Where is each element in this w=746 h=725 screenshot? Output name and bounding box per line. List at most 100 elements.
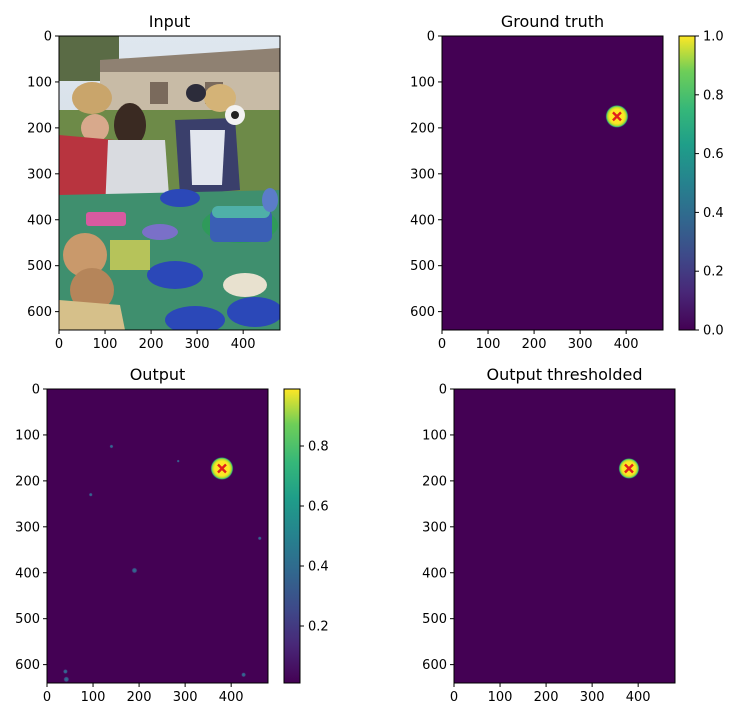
x-tick-label: 400	[626, 690, 651, 705]
heat-spot	[176, 459, 180, 463]
output-colorbar-ticks: 0.2 0.4 0.6 0.8	[300, 440, 329, 635]
panel-output-thresholded-yticks: 0 100 200 300 400 500 600	[422, 383, 454, 673]
x-tick-label: 200	[139, 337, 164, 352]
colorbar-tick-label: 0.4	[308, 560, 329, 575]
colorbar-tick-label: 1.0	[703, 30, 724, 45]
x-tick-label: 200	[127, 690, 152, 705]
x-tick-label: 300	[173, 690, 198, 705]
output-thresholded-heatmap	[454, 389, 675, 683]
x-tick-label: 200	[534, 690, 559, 705]
colorbar-tick-label: 0.8	[308, 440, 329, 455]
colorbar-tick-label: 0.0	[703, 324, 724, 339]
panel-output-frame	[46, 388, 269, 684]
x-tick-label: 100	[81, 690, 106, 705]
x-tick-label: 400	[231, 337, 256, 352]
output-colorbar: 0.2 0.4 0.6 0.8	[283, 388, 329, 684]
x-tick-label: 300	[185, 337, 210, 352]
panel-input-title: Input	[149, 12, 190, 31]
panel-input: Input	[27, 12, 281, 352]
marker-x	[612, 111, 622, 122]
x-tick-label: 400	[614, 337, 639, 352]
heat-spot	[88, 492, 93, 497]
x-tick-label: 300	[568, 337, 593, 352]
y-tick-label: 0	[439, 383, 447, 398]
y-tick-label: 0	[427, 30, 435, 45]
x-tick-label: 100	[488, 690, 513, 705]
y-tick-label: 500	[27, 259, 52, 274]
panel-ground-truth-xticks: 0 100 200 300 400	[438, 330, 639, 352]
colorbar-tick-label: 0.6	[308, 500, 329, 515]
x-tick-label: 100	[476, 337, 501, 352]
x-tick-label: 200	[522, 337, 547, 352]
y-tick-label: 300	[422, 520, 447, 535]
marker-x	[624, 463, 634, 474]
panel-input-frame	[58, 35, 281, 331]
y-tick-label: 600	[15, 658, 40, 673]
panel-output: Output 0 100 200 300 400 0 100 200 300 400 500 600…	[15, 365, 329, 705]
y-tick-label: 400	[422, 566, 447, 581]
panel-input-yticks: 0 100 200 300 400 500 600	[27, 30, 59, 320]
colorbar-tick-label: 0.4	[703, 206, 724, 221]
panel-output-thresholded: Output thresholded 0 100 200 300 400 0 100 200…	[422, 365, 676, 705]
panel-output-xticks: 0 100 200 300 400	[43, 683, 244, 705]
panel-output-thresholded-frame	[453, 388, 676, 684]
x-tick-label: 0	[438, 337, 446, 352]
panel-ground-truth-title: Ground truth	[501, 12, 604, 31]
panel-input-xticks: 0 100 200 300 400	[55, 330, 256, 352]
y-tick-label: 500	[410, 259, 435, 274]
y-tick-label: 400	[15, 566, 40, 581]
y-tick-label: 200	[27, 121, 52, 136]
heat-spot	[62, 668, 69, 675]
y-tick-label: 0	[44, 30, 52, 45]
y-tick-label: 600	[410, 305, 435, 320]
x-tick-label: 0	[450, 690, 458, 705]
panel-output-thresholded-title: Output thresholded	[486, 365, 642, 384]
y-tick-label: 400	[410, 213, 435, 228]
panel-ground-truth-yticks: 0 100 200 300 400 500 600	[410, 30, 442, 320]
panel-ground-truth-frame	[441, 35, 664, 331]
y-tick-label: 300	[27, 167, 52, 182]
y-tick-label: 100	[15, 428, 40, 443]
panel-ground-truth: Ground truth 0 100 200 300 400 0 100 200 300 400…	[410, 12, 724, 352]
y-tick-label: 200	[410, 121, 435, 136]
y-tick-label: 200	[15, 474, 40, 489]
ground-truth-heatmap	[442, 36, 663, 330]
x-tick-label: 100	[93, 337, 118, 352]
panel-output-yticks: 0 100 200 300 400 500 600	[15, 383, 47, 673]
input-photo	[59, 36, 280, 330]
y-tick-label: 400	[27, 213, 52, 228]
ground-truth-marker	[612, 111, 622, 122]
x-tick-label: 0	[55, 337, 63, 352]
colorbar-tick-label: 0.2	[308, 620, 329, 635]
x-tick-label: 400	[219, 690, 244, 705]
output-marker	[217, 463, 227, 474]
ground-truth-colorbar-ticks: 0.0 0.2 0.4 0.6 0.8 1.0	[695, 30, 724, 339]
x-tick-label: 0	[43, 690, 51, 705]
x-tick-label: 300	[580, 690, 605, 705]
heat-spot	[240, 672, 247, 678]
colorbar-tick-label: 0.2	[703, 265, 724, 280]
y-tick-label: 300	[410, 167, 435, 182]
heat-spot	[109, 444, 114, 449]
heat-spot	[131, 567, 138, 574]
colorbar-tick-label: 0.6	[703, 147, 724, 162]
ground-truth-colorbar: 0.0 0.2 0.4 0.6 0.8 1.0	[678, 30, 724, 339]
y-tick-label: 100	[410, 75, 435, 90]
y-tick-label: 200	[422, 474, 447, 489]
output-thresholded-marker	[624, 463, 634, 474]
colorbar-tick-label: 0.8	[703, 88, 724, 103]
marker-x	[217, 463, 227, 474]
heat-spot	[257, 536, 262, 541]
y-tick-label: 100	[422, 428, 447, 443]
output-heatmap	[47, 389, 268, 683]
y-tick-label: 500	[15, 612, 40, 627]
panel-output-thresholded-xticks: 0 100 200 300 400	[450, 683, 651, 705]
y-tick-label: 500	[422, 612, 447, 627]
y-tick-label: 100	[27, 75, 52, 90]
panel-output-title: Output	[130, 365, 186, 384]
y-tick-label: 300	[15, 520, 40, 535]
y-tick-label: 600	[422, 658, 447, 673]
y-tick-label: 0	[32, 383, 40, 398]
y-tick-label: 600	[27, 305, 52, 320]
